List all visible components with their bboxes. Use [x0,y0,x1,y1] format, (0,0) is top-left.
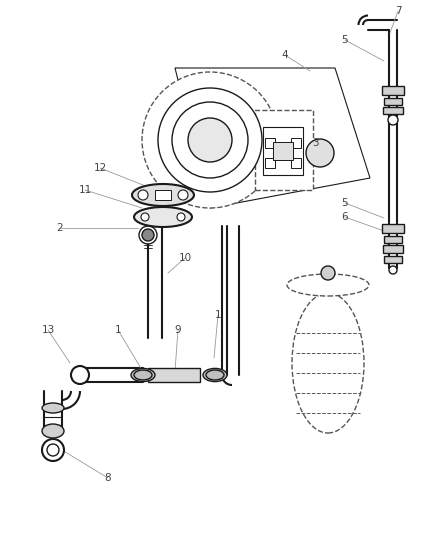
Bar [273,142,293,160]
Circle shape [139,226,157,244]
Bar [383,245,403,253]
Ellipse shape [42,403,64,413]
Ellipse shape [206,370,224,380]
Ellipse shape [292,293,364,433]
Text: 12: 12 [93,163,106,173]
Bar [155,190,171,200]
Circle shape [188,118,232,162]
Text: 1: 1 [215,310,221,320]
Ellipse shape [134,207,192,227]
Circle shape [142,72,278,208]
Text: 5: 5 [342,198,348,208]
Ellipse shape [203,368,227,382]
Text: 10: 10 [178,253,191,263]
Bar [382,224,404,233]
Bar [291,138,301,148]
Ellipse shape [42,424,64,438]
Ellipse shape [287,274,369,296]
Circle shape [172,102,248,178]
Text: 11: 11 [78,185,92,195]
Circle shape [388,115,398,125]
Circle shape [178,190,188,200]
Text: 4: 4 [282,50,288,60]
Circle shape [306,139,334,167]
Bar [265,138,275,148]
Bar [148,368,200,382]
Bar [291,158,301,168]
Circle shape [47,444,59,456]
Bar [382,86,404,95]
Bar [384,256,402,263]
Text: 7: 7 [395,6,401,16]
Polygon shape [175,68,370,208]
Text: 5: 5 [342,35,348,45]
Text: 2: 2 [57,223,64,233]
Circle shape [177,213,185,221]
Text: 13: 13 [41,325,55,335]
Circle shape [42,439,64,461]
Text: 3: 3 [312,138,318,148]
Ellipse shape [132,184,194,206]
Bar [255,110,313,190]
Bar [384,236,402,243]
Bar [384,98,402,105]
Ellipse shape [71,366,89,384]
Bar [383,107,403,114]
Text: 9: 9 [175,325,181,335]
Ellipse shape [134,370,152,380]
Bar [263,127,303,175]
Text: 1: 1 [115,325,121,335]
Circle shape [142,229,154,241]
Circle shape [321,266,335,280]
Text: 8: 8 [105,473,111,483]
Circle shape [141,213,149,221]
Circle shape [389,266,397,274]
Text: 6: 6 [342,212,348,222]
Ellipse shape [131,368,155,382]
Bar [265,158,275,168]
Circle shape [138,190,148,200]
Circle shape [158,88,262,192]
